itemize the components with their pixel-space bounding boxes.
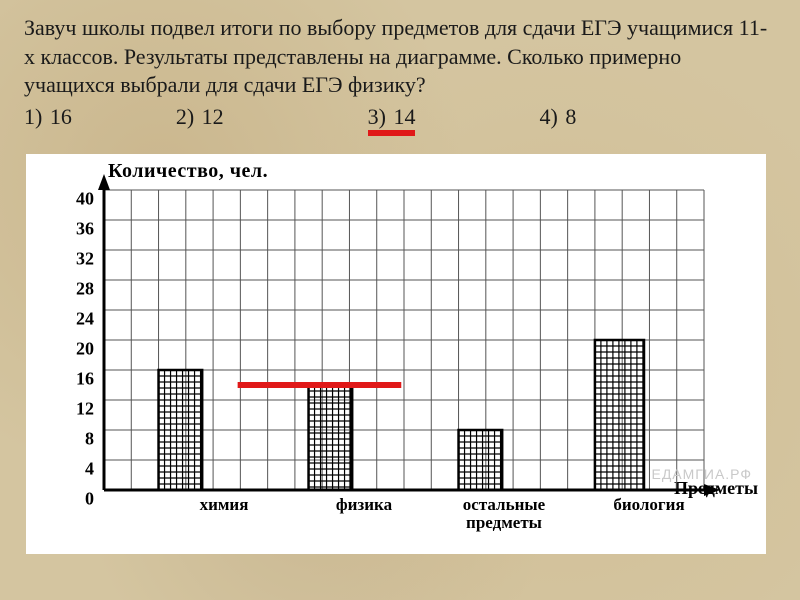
y-tick-label: 8	[54, 428, 94, 449]
bar	[459, 430, 503, 490]
y-tick-label: 12	[54, 398, 94, 419]
question-block: Завуч школы подвел итоги по выбору предм…	[0, 0, 800, 136]
bar	[595, 340, 644, 490]
chart-container: Количество, чел. Предметы 04812162024283…	[26, 154, 766, 554]
question-text: Завуч школы подвел итоги по выбору предм…	[24, 14, 776, 100]
bar	[309, 385, 353, 490]
y-tick-label: 20	[54, 338, 94, 359]
answer-option: 4) 8	[539, 104, 576, 130]
chart-svg	[92, 174, 732, 514]
x-category-label: биология	[579, 496, 719, 514]
bar	[159, 370, 203, 490]
answer-option: 3) 14	[368, 104, 416, 130]
y-tick-label: 28	[54, 278, 94, 299]
x-category-label: химия	[154, 496, 294, 514]
answer-option: 1) 16	[24, 104, 72, 130]
watermark: ЕДАМГИА.РФ	[651, 466, 752, 482]
x-category-label: физика	[294, 496, 434, 514]
y-tick-label: 24	[54, 308, 94, 329]
y-tick-label: 32	[54, 248, 94, 269]
answer-option: 2) 12	[176, 104, 224, 130]
bars	[159, 340, 644, 490]
y-tick-label: 0	[54, 488, 94, 509]
y-tick-label: 4	[54, 458, 94, 479]
y-tick-label: 40	[54, 188, 94, 209]
answer-options: 1) 16 2) 12 3) 14 4) 8	[24, 104, 776, 130]
y-tick-label: 16	[54, 368, 94, 389]
x-category-label: остальные предметы	[434, 496, 574, 532]
plot-area: 0481216202428323640химияфизикаостальные …	[104, 190, 704, 490]
y-tick-label: 36	[54, 218, 94, 239]
